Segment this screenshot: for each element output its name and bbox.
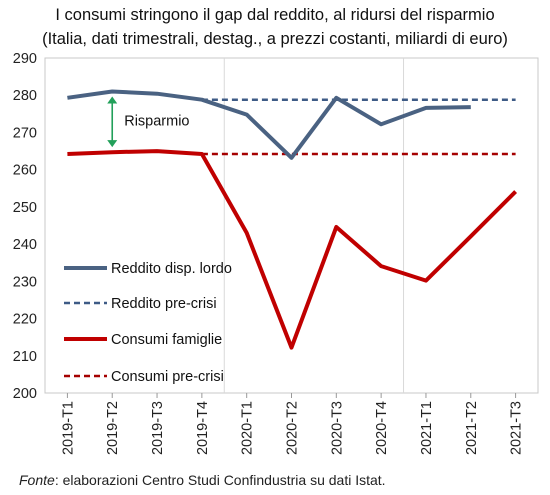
source-label: Fonte xyxy=(19,472,55,488)
y-tick-label: 250 xyxy=(13,200,37,216)
y-tick-label: 260 xyxy=(13,163,37,179)
source-text: : elaborazioni Centro Studi Confindustri… xyxy=(54,472,386,488)
annotation-risparmio: Risparmio xyxy=(124,114,189,130)
x-tick-label: 2019-T1 xyxy=(60,401,76,455)
y-tick-label: 290 xyxy=(13,51,37,67)
x-tick-label: 2020-T3 xyxy=(329,401,345,455)
series-line-consumi-famiglie xyxy=(67,149,518,350)
x-tick-label: 2021-T1 xyxy=(419,401,435,455)
legend-label: Reddito disp. lordo xyxy=(111,261,232,277)
y-tick-label: 220 xyxy=(13,312,37,328)
legend-label: Reddito pre-crisi xyxy=(111,296,217,312)
annotation-layer: Risparmio xyxy=(107,96,189,148)
x-tick-label: 2020-T2 xyxy=(285,401,301,455)
legend-label: Consumi famiglie xyxy=(111,332,222,348)
y-tick-label: 200 xyxy=(13,386,37,402)
y-tick-label: 230 xyxy=(13,274,37,290)
x-tick-label: 2020-T4 xyxy=(374,401,390,455)
x-tick-label: 2021-T2 xyxy=(464,401,480,455)
axis-layer: 200 210 220 230 240 250 260 270 280 290 2019-T1 201… xyxy=(13,51,525,455)
legend: Reddito disp. lordo Reddito pre-crisi Cons… xyxy=(64,261,232,385)
series-line-reddito-disp-lordo xyxy=(67,89,471,160)
x-tick-label: 2019-T3 xyxy=(150,401,166,455)
y-tick-label: 280 xyxy=(13,88,37,104)
series-layer xyxy=(67,89,518,350)
y-tick-label: 240 xyxy=(13,237,37,253)
x-tick-label: 2021-T3 xyxy=(509,401,525,455)
legend-label: Consumi pre-crisi xyxy=(111,369,224,385)
chart-subtitle: (Italia, dati trimestrali, destag., a pr… xyxy=(42,30,508,48)
annotation-arrow-head-top xyxy=(107,96,118,104)
x-tick-label: 2019-T2 xyxy=(105,401,121,455)
y-tick-label: 210 xyxy=(13,349,37,365)
annotation-arrow-head-bottom xyxy=(107,140,118,148)
x-tick-label: 2019-T4 xyxy=(195,401,211,455)
chart-title: I consumi stringono il gap dal reddito, … xyxy=(55,6,495,24)
x-tick-label: 2020-T1 xyxy=(240,401,256,455)
y-tick-label: 270 xyxy=(13,125,37,141)
source-note: Fonte: elaborazioni Centro Studi Confind… xyxy=(19,472,386,488)
